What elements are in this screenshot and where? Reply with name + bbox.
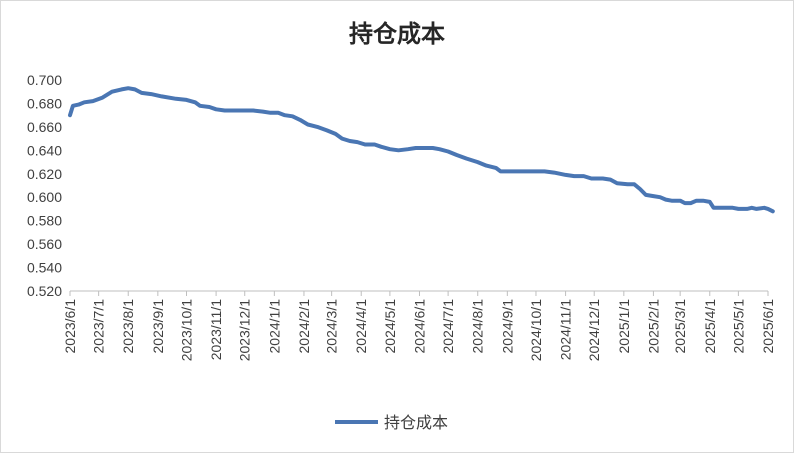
y-tick-label: 0.660 (27, 119, 62, 135)
x-tick-label: 2025/4/1 (702, 299, 718, 354)
x-tick-label: 2024/9/1 (499, 299, 515, 354)
x-tick-label: 2024/8/1 (470, 299, 486, 354)
x-tick-label: 2023/8/1 (120, 299, 136, 354)
x-tick-label: 2024/5/1 (382, 299, 398, 354)
x-tick-label: 2024/11/1 (558, 299, 574, 360)
y-tick-label: 0.580 (27, 213, 62, 229)
x-tick-label: 2025/5/1 (730, 299, 746, 354)
x-tick-label: 2024/3/1 (324, 299, 340, 354)
legend: 持仓成本 (335, 413, 448, 432)
x-tick-label: 2024/12/1 (586, 299, 602, 361)
x-tick-label: 2023/11/1 (208, 299, 224, 360)
x-tick-label: 2023/9/1 (150, 299, 166, 354)
x-tick-label: 2025/3/1 (672, 299, 688, 354)
y-tick-label: 0.600 (27, 189, 62, 205)
x-tick-label: 2025/1/1 (616, 299, 632, 354)
y-tick-label: 0.640 (27, 142, 62, 158)
y-tick-label: 0.620 (27, 166, 62, 182)
x-tick-label: 2023/6/1 (62, 299, 78, 354)
x-tick-label: 2023/10/1 (178, 299, 194, 361)
series-line (68, 86, 775, 214)
y-tick-label: 0.520 (27, 283, 62, 299)
y-tick-label: 0.560 (27, 236, 62, 252)
x-tick-label: 2023/7/1 (91, 299, 107, 354)
x-axis: 2023/6/1 2023/7/1 2023/8/1 2023/9/1 2023/10/… (62, 290, 776, 361)
chart-title: 持仓成本 (349, 19, 445, 48)
x-tick-label: 2024/10/1 (528, 299, 544, 361)
plot-area (68, 86, 775, 214)
legend-label: 持仓成本 (384, 413, 448, 432)
x-tick-label: 2024/7/1 (440, 299, 456, 354)
y-tick-label: 0.700 (27, 72, 62, 88)
x-tick-label: 2024/4/1 (353, 299, 369, 354)
x-tick-label: 2024/1/1 (266, 299, 282, 354)
x-tick-label: 2023/12/1 (237, 299, 253, 361)
x-tick-label: 2024/6/1 (411, 299, 427, 354)
y-tick-label: 0.540 (27, 260, 62, 276)
y-tick-label: 0.680 (27, 95, 62, 111)
x-tick-label: 2025/2/1 (645, 299, 661, 354)
x-tick-label: 2024/2/1 (296, 299, 312, 354)
y-axis: 0.700 0.680 0.660 0.640 0.620 0.600 0.580 0.560… (27, 72, 62, 299)
x-tick-label: 2025/6/1 (760, 299, 776, 354)
